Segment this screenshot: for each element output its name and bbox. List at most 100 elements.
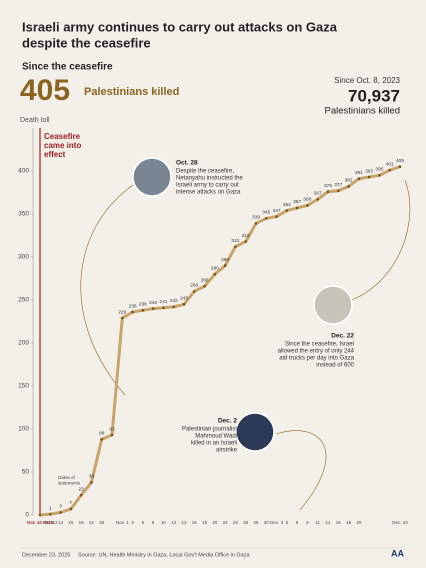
data-point (48, 512, 52, 516)
annotation-text: allowed the entry of only 244 (278, 349, 355, 355)
statements-label: Dates of statements (58, 475, 81, 486)
value-label: 38 (89, 474, 95, 480)
value-label: 382 (345, 178, 353, 184)
y-tick-label: 300 (18, 254, 29, 261)
y-tick-label: 150 (18, 383, 29, 390)
value-label: 242 (170, 298, 178, 304)
value-label: 23 (78, 486, 84, 492)
x-tick-label: 14 (58, 520, 64, 525)
x-tick-label: Dec. 23 (392, 520, 408, 525)
x-tick-label: Oct. 10 2025 (27, 520, 54, 525)
value-label: 290 (221, 257, 229, 263)
x-tick-label: 13 (181, 520, 187, 525)
data-point (234, 245, 237, 248)
annotation-text: instead of 600 (316, 363, 354, 369)
x-tick-label: 30 (264, 520, 270, 525)
annotation-text: Palestinian journalist (182, 427, 237, 433)
title-1: Israeli army continues to carry out atta… (22, 19, 338, 34)
data-point (254, 222, 258, 225)
value-label: 395 (375, 167, 383, 173)
y-tick-label: 100 (18, 426, 29, 433)
data-point (90, 481, 93, 484)
x-tick-label: 10 (161, 520, 167, 525)
data-point (213, 272, 217, 276)
headline-label: Palestinians killed (84, 86, 179, 98)
data-point (100, 438, 104, 441)
y-tick-label: 0 (25, 512, 29, 519)
x-tick-label: 14 (325, 520, 331, 525)
y-tick-label: 200 (18, 340, 29, 347)
data-point (306, 204, 309, 207)
footer-source: Source: UN, Health Ministry in Gaza, Loc… (78, 552, 250, 558)
x-tick-label: 23 (233, 520, 239, 525)
value-label: 241 (159, 299, 167, 305)
data-point (151, 307, 155, 310)
x-tick-label: 22 (223, 520, 229, 525)
arrow-3 (275, 430, 327, 511)
statements-label-line: Dates of (58, 475, 76, 480)
annotation-text: Since the ceasefire, Israel (285, 342, 354, 348)
data-point (182, 303, 186, 306)
value-label: 377 (334, 182, 342, 188)
annotation-text: intense attacks on Gaza (176, 190, 241, 196)
x-tick-label: 6 (286, 520, 289, 525)
logo: AA (391, 548, 404, 558)
x-tick-label: 22 (89, 520, 95, 525)
y-tick-label: 250 (18, 297, 29, 304)
annotation-date: Oct. 28 (176, 160, 198, 167)
x-tick-label: 19 (79, 520, 85, 525)
data-point (141, 309, 145, 312)
annotation-text: Mahmoud Wadi (195, 434, 237, 440)
x-tick-label: 9 (306, 520, 309, 525)
x-tick-label: 5 (142, 520, 145, 525)
data-point (69, 507, 73, 511)
statements-label-line: statements (58, 481, 81, 486)
y-tick-label: 400 (18, 168, 29, 175)
annotation-text: Netanyahu instructed the (176, 176, 243, 182)
photo-trucks (313, 285, 353, 325)
value-label: 229 (118, 309, 126, 315)
value-label: 240 (149, 300, 157, 306)
x-tick-label: 16 (192, 520, 198, 525)
overall-value: 70,937 (348, 86, 400, 105)
value-label: 318 (242, 233, 250, 239)
ceasefire-label-line: Ceasefire (44, 132, 81, 141)
data-point (357, 177, 361, 181)
data-point (326, 190, 330, 193)
subtitle: Since the ceasefire (22, 62, 113, 73)
value-label: 405 (396, 158, 404, 164)
annotation-text: Israeli army to carry out (176, 183, 239, 189)
data-point (367, 175, 371, 179)
data-point (120, 316, 124, 320)
data-point (38, 513, 42, 517)
value-label: 360 (303, 197, 311, 203)
arrow-2 (351, 179, 411, 301)
data-point (275, 215, 278, 218)
x-tick-label: 3 (131, 520, 134, 525)
annotation-text: killed in an Israeli (191, 441, 237, 447)
data-point (203, 284, 206, 288)
x-tick-label: Nov. 1 (116, 520, 129, 525)
y-axis-label: Death toll (20, 117, 50, 124)
value-label: 260 (190, 283, 198, 289)
x-tick-label: 20 (212, 520, 218, 525)
value-label: 357 (293, 199, 301, 205)
data-point (79, 493, 83, 497)
y-tick-label: 350 (18, 211, 29, 218)
x-tick-label: Dec. 3 (270, 520, 284, 525)
data-point (398, 165, 402, 168)
value-label: 367 (314, 191, 322, 197)
value-label: 93 (109, 426, 115, 432)
x-tick-label: 11 (315, 520, 320, 525)
x-tick-label: 19 (202, 520, 208, 525)
value-label: 238 (139, 302, 147, 308)
data-point (388, 168, 392, 172)
value-label: 312 (231, 238, 239, 244)
value-label: 3 (59, 504, 62, 510)
headline-value: 405 (20, 74, 70, 107)
x-tick-label: 8 (152, 520, 155, 525)
annotation-date: Dec. 2 (218, 418, 238, 425)
x-tick-label: 20 (356, 520, 362, 525)
